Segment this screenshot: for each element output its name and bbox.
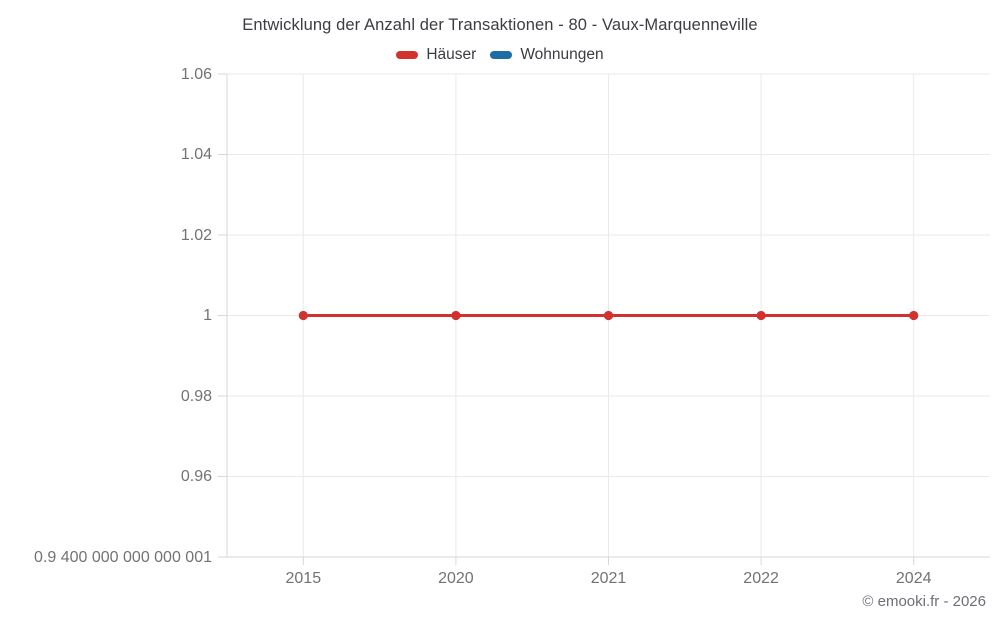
y-tick-label: 1 — [203, 307, 212, 324]
y-tick-label: 1.04 — [180, 146, 212, 163]
x-tick-label: 2015 — [285, 570, 322, 587]
legend-label-haeuser: Häuser — [426, 46, 477, 63]
chart-title: Entwicklung der Anzahl der Transaktionen… — [242, 16, 758, 34]
data-point — [451, 310, 461, 321]
x-tick-label: 2022 — [743, 570, 779, 587]
data-point — [603, 310, 614, 321]
legend-item-haeuser[interactable]: Häuser — [396, 46, 476, 64]
x-tick-label: 2024 — [895, 570, 932, 587]
legend-item-wohnungen[interactable]: Wohnungen — [490, 46, 604, 64]
x-tick-label: 2020 — [438, 570, 474, 587]
haeuser-series-swatch-icon — [396, 51, 419, 59]
y-tick-label: 1.06 — [180, 65, 212, 83]
data-point — [756, 310, 766, 321]
y-tick-label: 0.96 — [180, 468, 212, 485]
data-point — [909, 310, 919, 321]
chart-legend: Häuser Wohnungen — [0, 46, 1000, 64]
y-tick-label: 0.98 — [180, 387, 212, 405]
data-point — [298, 310, 308, 321]
y-tick-label: 0.9 400 000 000 000 001 — [34, 548, 212, 566]
y-tick-label: 1.02 — [180, 226, 212, 244]
x-tick-label: 2021 — [590, 570, 627, 587]
legend-label-wohnungen: Wohnungen — [520, 46, 604, 63]
wohnungen-series-swatch-icon — [490, 51, 513, 59]
copyright-credit: © emooki.fr - 2026 — [862, 593, 986, 610]
